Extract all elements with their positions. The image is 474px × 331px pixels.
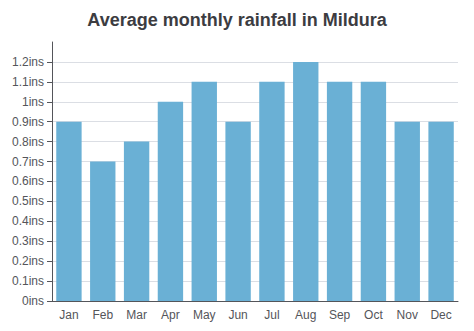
svg-text:Oct: Oct — [364, 308, 383, 322]
svg-text:Jun: Jun — [228, 308, 247, 322]
svg-text:0.9ins: 0.9ins — [12, 115, 44, 129]
svg-text:0.8ins: 0.8ins — [12, 135, 44, 149]
svg-text:Mar: Mar — [126, 308, 147, 322]
svg-text:Nov: Nov — [397, 308, 418, 322]
svg-text:1.2ins: 1.2ins — [12, 55, 44, 69]
svg-text:Aug: Aug — [295, 308, 316, 322]
svg-text:0.2ins: 0.2ins — [12, 254, 44, 268]
svg-text:1ins: 1ins — [22, 95, 44, 109]
svg-text:0.3ins: 0.3ins — [12, 234, 44, 248]
svg-text:0.4ins: 0.4ins — [12, 214, 44, 228]
svg-text:0ins: 0ins — [22, 294, 44, 308]
svg-text:0.1ins: 0.1ins — [12, 274, 44, 288]
svg-text:0.7ins: 0.7ins — [12, 155, 44, 169]
svg-text:Jan: Jan — [59, 308, 78, 322]
svg-text:1.1ins: 1.1ins — [12, 75, 44, 89]
svg-text:Apr: Apr — [161, 308, 180, 322]
svg-text:0.6ins: 0.6ins — [12, 174, 44, 188]
svg-text:Jul: Jul — [264, 308, 279, 322]
svg-text:Feb: Feb — [92, 308, 113, 322]
svg-text:Dec: Dec — [430, 308, 451, 322]
svg-text:0.5ins: 0.5ins — [12, 194, 44, 208]
svg-text:Sep: Sep — [329, 308, 351, 322]
svg-text:May: May — [193, 308, 216, 322]
svg-text:Average monthly rainfall in Mi: Average monthly rainfall in Mildura — [87, 10, 387, 30]
